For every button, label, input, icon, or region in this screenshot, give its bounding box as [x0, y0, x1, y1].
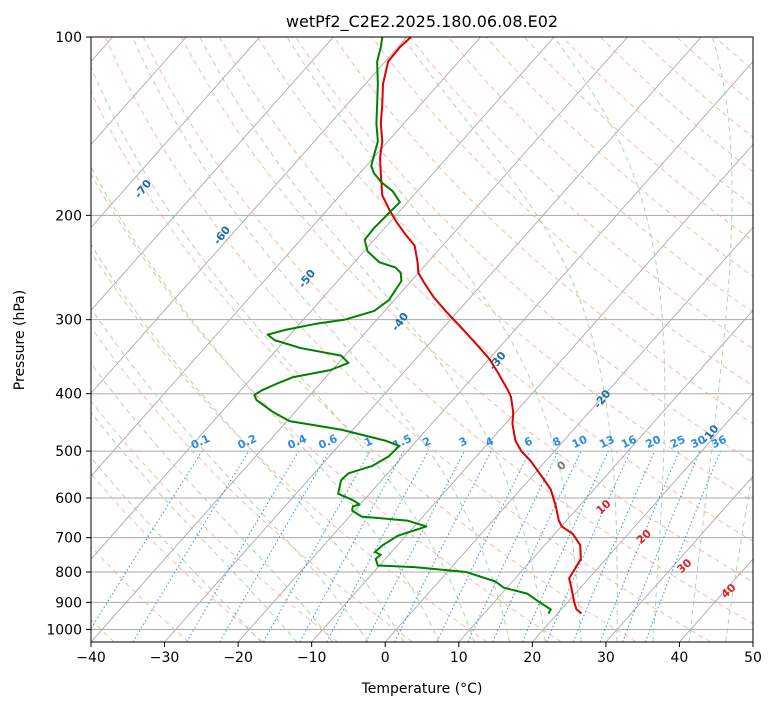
- grid-layer: [91, 37, 753, 642]
- moist-adiabat-line: [91, 166, 440, 642]
- y-tick-label: 800: [55, 565, 82, 581]
- y-tick-label: 200: [55, 208, 82, 224]
- x-tick-label: 40: [671, 650, 689, 666]
- x-tick-label: 0: [381, 650, 390, 666]
- y-tick-label: 300: [55, 313, 82, 329]
- dry-adiabat-line: [91, 400, 339, 642]
- isotherm-line: [91, 37, 555, 560]
- y-tick-label: 400: [55, 387, 82, 403]
- dry-adiabat-line: [180, 37, 753, 583]
- isotherm-line: [91, 37, 187, 146]
- mixing-ratio-label: 16: [619, 433, 639, 451]
- dry-adiabat-line: [91, 251, 488, 642]
- mixing-ratio-line: [326, 450, 429, 642]
- mixing-ratio-line: [546, 450, 631, 642]
- isotherm-line: [458, 309, 753, 642]
- x-tick-label: −20: [223, 650, 253, 666]
- mixing-ratio-line: [522, 450, 609, 642]
- chart-title: wetPf2_C2E2.2025.180.06.08.E02: [286, 12, 558, 32]
- axis-layer: −40 −30 −20 −10 0 10 20 30 40 50 100 200 300 400 500 60…: [46, 30, 762, 666]
- x-tick-label: 30: [597, 650, 615, 666]
- y-tick-label: 600: [55, 491, 82, 507]
- y-tick-label: 700: [55, 531, 82, 547]
- y-tick-label: 100: [55, 30, 82, 46]
- mixing-ratio-label: 13: [597, 433, 616, 451]
- moist-adiabat-line: [688, 37, 733, 642]
- moist-adiabat-line: [286, 37, 582, 642]
- temperature-profile-line: [379, 37, 583, 615]
- mixing-ratio-label: 30: [689, 433, 709, 451]
- dry-adiabat-line: [371, 37, 753, 387]
- isotherm-line: [91, 37, 481, 477]
- thermo-lines-layer: [91, 37, 753, 642]
- moist-adiabat-line: [91, 66, 475, 642]
- x-tick-label: 10: [450, 650, 468, 666]
- isotherm-line: [237, 60, 753, 642]
- y-tick-label: 500: [55, 444, 82, 460]
- y-axis-title: Pressure (hPa): [12, 290, 28, 390]
- dewpoint-profile-line: [253, 37, 552, 614]
- y-tick-label: 1000: [46, 622, 82, 638]
- mixing-ratio-line: [132, 450, 250, 642]
- moist-adiabat-line: [91, 362, 334, 642]
- moist-adiabat-line: [91, 456, 262, 642]
- x-tick-label: −10: [297, 650, 327, 666]
- moist-adiabat-line: [91, 243, 405, 642]
- mixing-ratio-label: 20: [644, 433, 664, 451]
- dry-adiabat-line: [91, 173, 562, 642]
- x-tick-label: 50: [744, 650, 762, 666]
- isotherm-line: [91, 37, 261, 229]
- mixing-ratio-label: 36: [709, 433, 729, 451]
- dry-adiabat-line: [142, 37, 753, 625]
- dry-adiabat-line: [91, 90, 637, 642]
- plot-frame: [90, 36, 754, 643]
- isotherm-line: [164, 37, 702, 642]
- x-tick-label: −30: [150, 650, 180, 666]
- isotherm-line: [91, 37, 628, 642]
- x-tick-label: 20: [523, 650, 541, 666]
- mixing-ratio-line: [622, 450, 701, 642]
- profile-series-layer: [253, 37, 583, 615]
- x-tick-label: −40: [76, 650, 106, 666]
- mixing-ratio-line: [644, 450, 722, 642]
- dry-adiabat-line: [219, 37, 753, 542]
- moist-adiabat-line: [91, 411, 298, 642]
- moist-adiabat-line: [553, 37, 666, 642]
- moist-adiabat-line: [131, 37, 511, 642]
- mixing-ratio-line: [263, 450, 371, 642]
- dry-adiabat-line: [257, 37, 753, 502]
- mixing-ratio-label: 25: [668, 433, 687, 451]
- mixing-ratio-label: 10: [570, 433, 590, 451]
- dry-adiabat-line: [91, 473, 264, 642]
- dry-adiabat-line: [104, 37, 711, 642]
- moist-adiabat-line: [401, 37, 618, 642]
- x-axis-title: Temperature (°C): [361, 681, 483, 697]
- isotherm-line: [91, 37, 408, 394]
- isotherm-line: [605, 475, 753, 642]
- isotherm-line: [531, 392, 753, 642]
- mixing-ratio-line: [299, 450, 405, 642]
- mixing-ratio-line: [599, 450, 680, 642]
- isotherm-line: [384, 226, 753, 642]
- moist-adiabat-line: [91, 307, 369, 642]
- mixing-ratio-line: [394, 450, 492, 642]
- isotherm-line: [91, 37, 334, 311]
- y-tick-label: 900: [55, 595, 82, 611]
- mixing-ratio-line: [572, 450, 656, 642]
